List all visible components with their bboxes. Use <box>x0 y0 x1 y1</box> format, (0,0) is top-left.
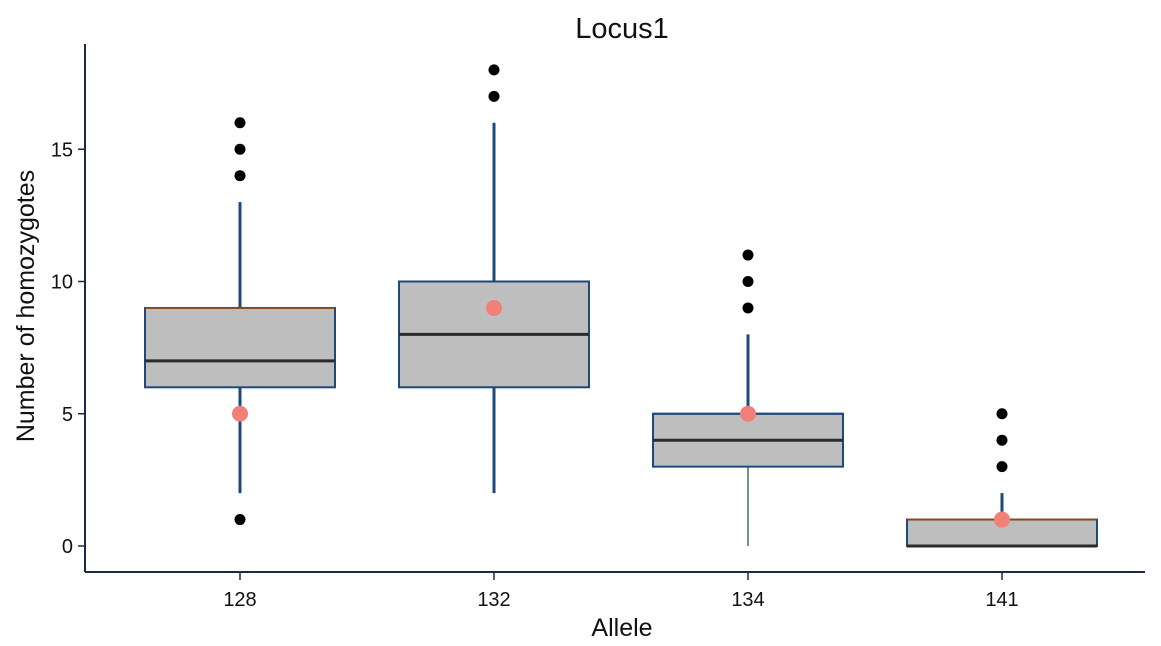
y-tick-label: 15 <box>51 139 73 161</box>
highlight-point <box>740 405 756 422</box>
highlight-point <box>232 405 248 422</box>
x-axis-label: Allele <box>591 614 652 642</box>
x-tick-label: 128 <box>223 589 256 611</box>
x-tick-label: 134 <box>731 589 764 611</box>
outlier-point <box>234 143 246 155</box>
box-group-141 <box>906 408 1098 548</box>
y-axis-label: Number of homozygotes <box>12 170 40 442</box>
highlight-point <box>994 511 1010 528</box>
highlight-point <box>486 299 502 316</box>
outlier-point <box>742 302 754 314</box>
y-axis-ticks: 0 5 10 15 <box>51 139 85 558</box>
box <box>144 306 336 389</box>
box-group-128 <box>144 117 336 526</box>
outlier-point <box>234 170 246 182</box>
outlier-point <box>742 249 754 261</box>
y-tick-label: 0 <box>62 536 73 558</box>
y-tick-label: 10 <box>51 272 73 294</box>
outlier-point <box>996 434 1008 446</box>
x-tick-label: 141 <box>985 589 1018 611</box>
outlier-point <box>488 64 500 76</box>
outlier-point <box>996 461 1008 473</box>
box-group-134 <box>652 249 844 546</box>
outlier-point <box>488 90 500 102</box>
y-tick-label: 5 <box>62 404 73 426</box>
x-axis-ticks: 128 132 134 141 <box>223 572 1019 611</box>
outlier-point <box>742 276 754 287</box>
plot-area <box>144 64 1098 548</box>
box-group-132 <box>398 64 590 494</box>
outlier-point <box>234 117 246 129</box>
chart-title: Locus1 <box>575 13 669 45</box>
outlier-point <box>996 408 1008 420</box>
x-tick-label: 132 <box>477 589 510 611</box>
outlier-point <box>234 514 246 526</box>
